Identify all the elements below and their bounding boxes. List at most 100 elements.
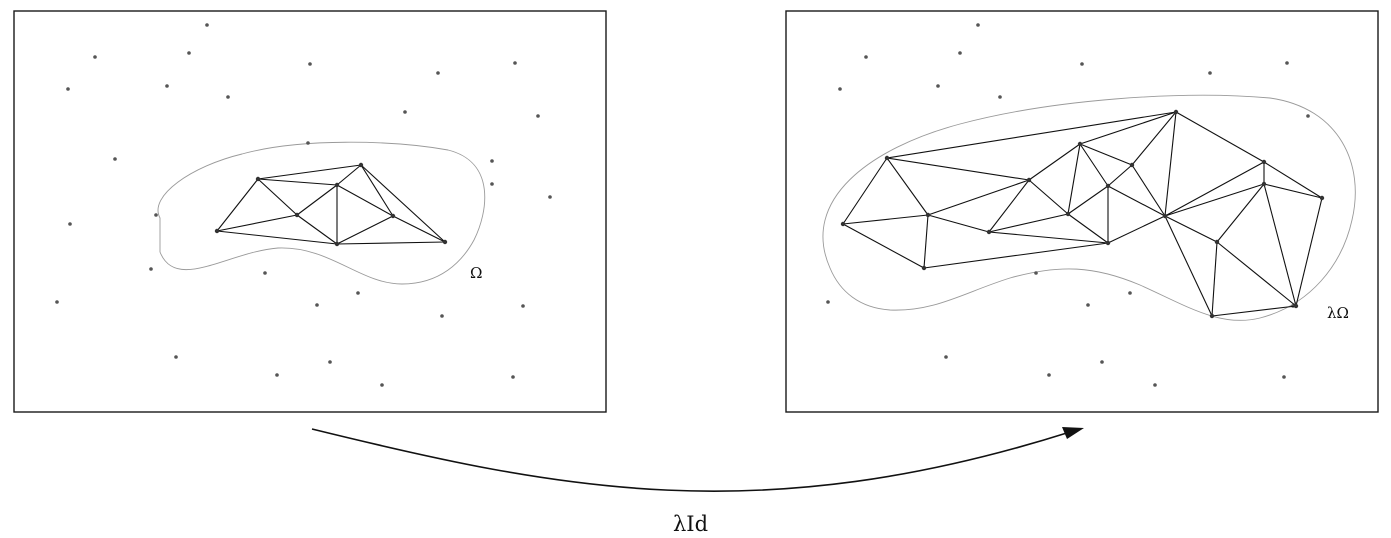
mesh-edge xyxy=(1164,111,1177,217)
mesh-node xyxy=(921,265,927,271)
mesh-edge xyxy=(1164,215,1213,317)
mesh-edge xyxy=(296,184,338,216)
mesh-edge xyxy=(1164,183,1265,217)
mesh-edge xyxy=(1079,143,1109,187)
mesh-node xyxy=(1105,240,1111,246)
right-panel-frame xyxy=(785,10,1379,413)
scattered-point xyxy=(936,84,940,88)
mesh-edge xyxy=(1079,143,1133,166)
mesh-node xyxy=(334,241,340,247)
mesh-edge xyxy=(336,184,394,217)
mesh-edge xyxy=(336,215,394,245)
scattered-point xyxy=(436,71,440,75)
mesh-node xyxy=(358,162,364,168)
mesh-edge xyxy=(927,214,990,233)
scattered-point xyxy=(306,141,310,145)
right-triangulation-edges xyxy=(842,111,1323,317)
mesh-edge xyxy=(988,231,1109,244)
mesh-node xyxy=(334,182,340,188)
mesh-edge xyxy=(216,178,259,232)
mesh-edge xyxy=(392,215,446,243)
mesh-edge xyxy=(1107,215,1166,244)
mesh-edge xyxy=(1067,213,1109,244)
scattered-point xyxy=(187,51,191,55)
scattered-point xyxy=(154,213,158,217)
mesh-node xyxy=(1065,211,1071,217)
scattered-point xyxy=(536,114,540,118)
scattered-point xyxy=(1034,271,1038,275)
scattered-point xyxy=(356,291,360,295)
mesh-node xyxy=(1105,183,1111,189)
scattered-point xyxy=(1208,71,1212,75)
mesh-node xyxy=(390,213,396,219)
scattered-point xyxy=(328,360,332,364)
scattered-point xyxy=(275,373,279,377)
mesh-edge xyxy=(927,179,1030,216)
mesh-edge xyxy=(923,242,1109,269)
scattered-point xyxy=(511,375,515,379)
mesh-node xyxy=(255,176,261,182)
mesh-node xyxy=(442,239,448,245)
mesh-node xyxy=(925,212,931,218)
mesh-edge xyxy=(1164,215,1218,243)
mesh-node xyxy=(1209,313,1215,319)
mesh-edge xyxy=(1107,185,1166,217)
mesh-edge xyxy=(1079,111,1177,145)
scattered-point xyxy=(513,61,517,65)
mesh-edge xyxy=(1263,183,1297,307)
mesh-node xyxy=(1214,239,1220,245)
scattered-point xyxy=(490,159,494,163)
mesh-node xyxy=(1293,303,1299,309)
left-region-omega-outline xyxy=(157,141,486,285)
region-label-omega: Ω xyxy=(470,264,482,282)
mesh-edge xyxy=(1028,179,1069,215)
scattered-point xyxy=(864,55,868,59)
scattered-point xyxy=(380,383,384,387)
mesh-node xyxy=(1261,159,1267,165)
left-scattered-points xyxy=(55,23,552,387)
mesh-edge xyxy=(1107,164,1133,187)
mesh-node xyxy=(1319,195,1325,201)
scattered-point xyxy=(174,355,178,359)
mesh-edge xyxy=(1131,164,1166,217)
mesh-edge xyxy=(1175,111,1265,163)
scattered-point xyxy=(826,300,830,304)
left-panel: Ω xyxy=(13,10,607,413)
mesh-edge xyxy=(886,157,1030,181)
mesh-edge xyxy=(988,213,1069,233)
scattered-point xyxy=(1153,383,1157,387)
mesh-edge xyxy=(842,157,888,225)
mesh-edge xyxy=(1263,183,1323,199)
scattered-point xyxy=(66,87,70,91)
map-arrow xyxy=(311,428,1071,492)
left-triangulation-nodes xyxy=(214,162,448,247)
region-label-lambda-omega: λΩ xyxy=(1327,304,1349,322)
mesh-node xyxy=(294,212,300,218)
scattered-point xyxy=(403,110,407,114)
mesh-node xyxy=(1077,141,1083,147)
right-triangulation-nodes xyxy=(840,109,1325,319)
scattered-point xyxy=(958,51,962,55)
mesh-node xyxy=(840,221,846,227)
mesh-edge xyxy=(923,214,929,269)
mesh-edge xyxy=(296,214,338,245)
mesh-edge xyxy=(1067,143,1081,215)
mesh-edge xyxy=(1263,161,1323,199)
mesh-edge xyxy=(257,178,338,186)
mesh-edge xyxy=(1295,197,1323,307)
left-triangulation-edges xyxy=(216,164,446,245)
scattered-point xyxy=(998,95,1002,99)
mesh-node xyxy=(986,229,992,235)
mesh-edge xyxy=(336,164,362,186)
scattered-point xyxy=(1285,61,1289,65)
mesh-node xyxy=(1129,162,1135,168)
scattered-point xyxy=(308,62,312,66)
scattered-point xyxy=(68,222,72,226)
mesh-edge xyxy=(360,164,394,217)
mesh-edge xyxy=(216,230,338,245)
mesh-edge xyxy=(842,223,925,269)
mesh-node xyxy=(1173,109,1179,115)
mesh-edge xyxy=(886,111,1177,159)
mesh-node xyxy=(1162,213,1168,219)
